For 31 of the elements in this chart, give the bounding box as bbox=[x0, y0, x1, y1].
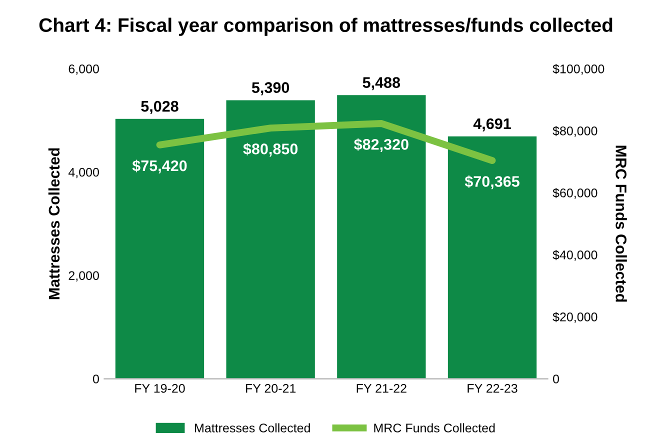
data-label: 5,390 bbox=[252, 82, 290, 96]
bar bbox=[448, 136, 537, 379]
y-tick-label: 4,000 bbox=[68, 168, 99, 178]
x-tick-label: FY 22-23 bbox=[468, 384, 518, 393]
data-label: $82,320 bbox=[354, 138, 408, 152]
y2-tick-label: 0 bbox=[553, 374, 560, 384]
x-tick-label: FY 19-20 bbox=[135, 384, 185, 393]
y2-tick-label: $100,000 bbox=[552, 64, 604, 75]
data-label: $75,420 bbox=[132, 160, 187, 174]
data-label: $80,850 bbox=[243, 142, 298, 157]
data-label: $70,365 bbox=[464, 175, 520, 190]
y2-tick-label: $40,000 bbox=[552, 250, 598, 261]
y-tick-label: 0 bbox=[92, 374, 99, 384]
bar bbox=[226, 100, 315, 379]
y2-tick-label: $60,000 bbox=[552, 188, 598, 199]
bar bbox=[337, 95, 426, 379]
legend-label: Mattresses Collected bbox=[195, 423, 310, 432]
chart-title: Chart 4: Fiscal year comparison of mattresses/funds collected bbox=[39, 18, 612, 36]
data-label: 5,028 bbox=[141, 100, 178, 114]
y-tick-label: 6,000 bbox=[68, 64, 99, 75]
data-label: 5,488 bbox=[362, 77, 400, 90]
x-tick-label: FY 21-22 bbox=[356, 384, 406, 393]
bar bbox=[115, 118, 204, 379]
data-label: 4,691 bbox=[473, 118, 511, 132]
y-tick-label: 2,000 bbox=[68, 271, 99, 282]
y2-tick-label: $20,000 bbox=[552, 312, 598, 323]
legend-label: MRC Funds Collected bbox=[374, 423, 495, 432]
y2-axis-title: MRC Funds Collected bbox=[616, 146, 627, 302]
x-tick-label: FY 20-21 bbox=[246, 384, 296, 393]
y2-tick-label: $80,000 bbox=[552, 126, 598, 137]
y-axis-title: Mattresses Collected bbox=[48, 148, 60, 300]
